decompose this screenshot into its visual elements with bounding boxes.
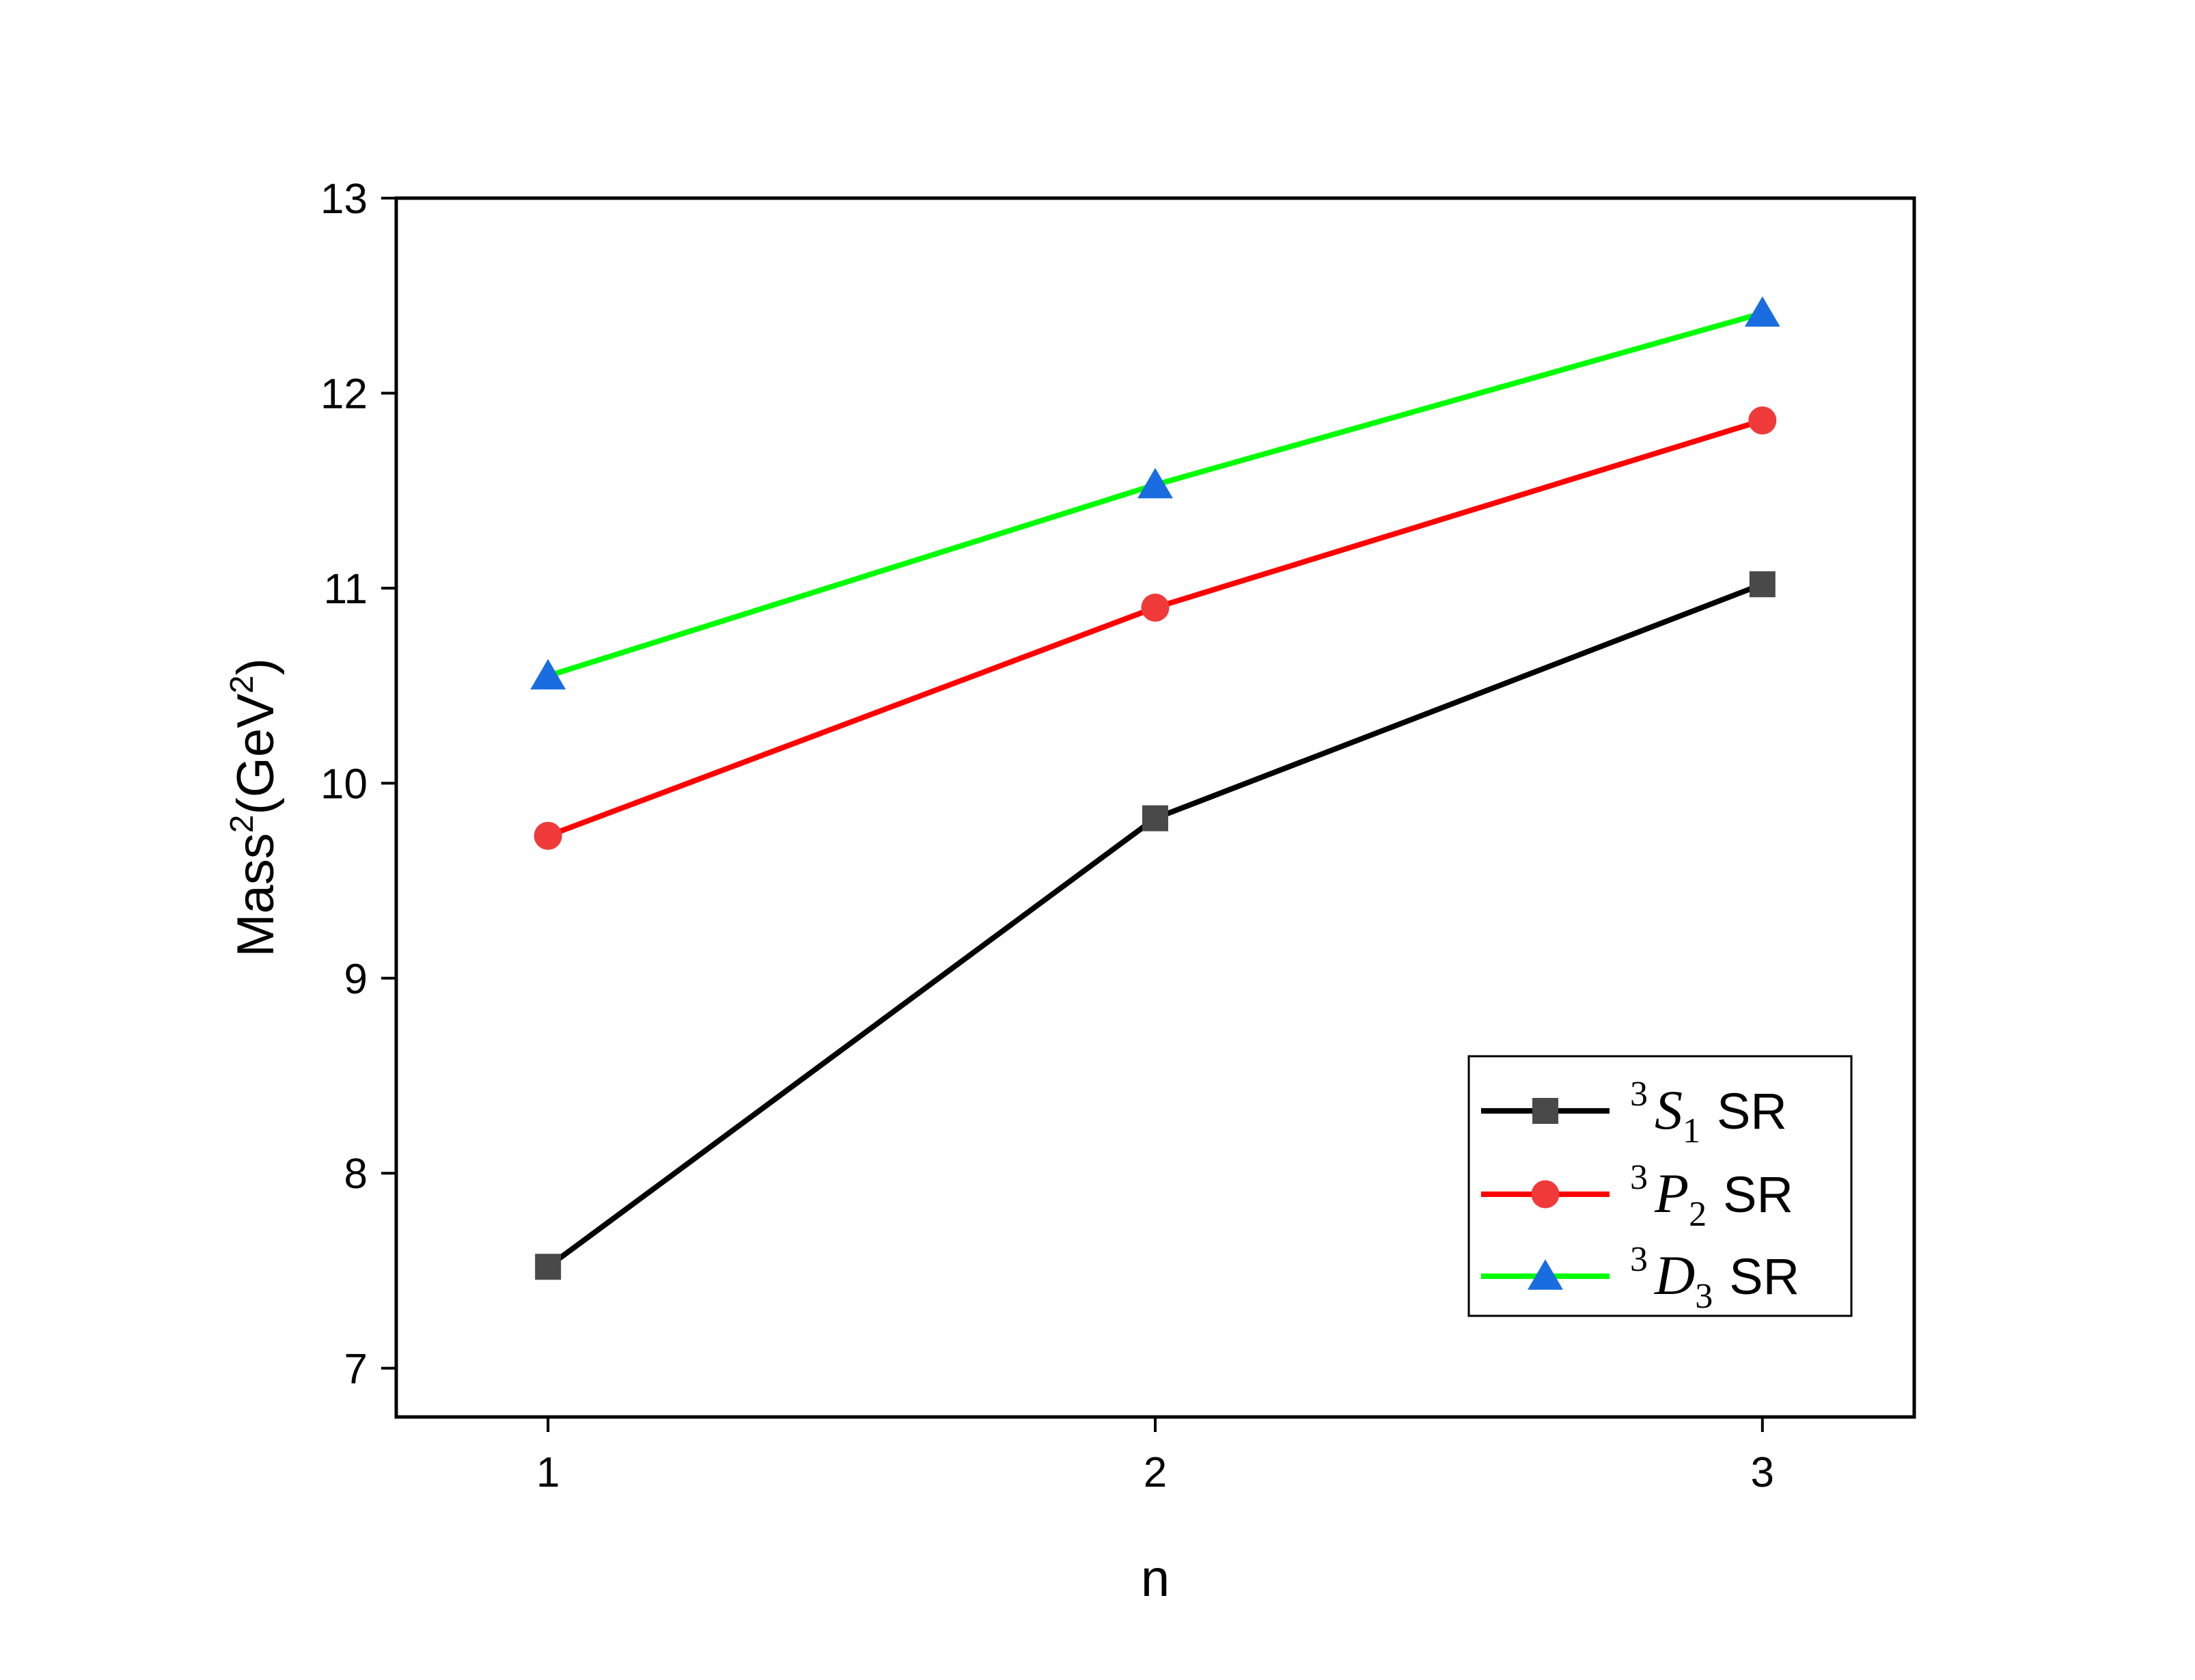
legend-item: 3 D3 SR [1481,1240,1799,1316]
legend-item: 3 P2 SR [1481,1158,1793,1234]
series-S [535,571,1776,1280]
data-point [1137,467,1173,499]
y-tick-label: 9 [344,956,368,1003]
legend-label: 3 D3 SR [1630,1240,1799,1316]
x-tick-label: 3 [1751,1449,1774,1496]
y-tick-label: 7 [344,1346,368,1393]
data-point [535,1254,562,1280]
series-P [534,406,1777,850]
y-axis-title-unit: (GeV [227,693,285,815]
series-D [530,296,1780,690]
x-axis-title: n [1141,1550,1170,1608]
data-point [1748,406,1777,435]
x-tick-label: 2 [1144,1449,1167,1496]
y-axis-ticks: 7 8 9 10 11 12 13 [320,176,396,1393]
y-axis-title-base: Mass [227,833,285,957]
series-layer [530,296,1780,1280]
legend-label: 3 S1 SR [1630,1075,1787,1151]
data-point [1142,805,1168,831]
y-tick-label: 12 [320,370,368,417]
y-axis-title: Mass2(GeV2) [224,658,285,957]
y-axis-title-sup: 2 [224,815,260,834]
y-axis-title-close: ) [227,658,285,675]
data-point [1744,296,1780,327]
data-point [530,659,566,690]
legend-item: 3 S1 SR [1481,1075,1787,1151]
x-axis-ticks: 1 2 3 [536,1417,1774,1496]
y-tick-label: 13 [320,176,368,223]
y-tick-label: 11 [324,566,368,613]
y-tick-label: 8 [344,1151,368,1198]
y-axis-title-unit-sup: 2 [224,675,260,693]
legend-marker [1528,1259,1563,1290]
data-point [1749,571,1776,598]
data-point [534,821,562,850]
x-tick-label: 1 [536,1449,560,1496]
legend-marker [1531,1180,1560,1209]
y-tick-label: 10 [320,760,368,808]
legend-label: 3 P2 SR [1630,1158,1793,1234]
data-point [1141,593,1170,622]
legend: 3 S1 SR3 P2 SR3 D3 SR [1467,1055,1853,1317]
legend-marker [1532,1098,1558,1124]
